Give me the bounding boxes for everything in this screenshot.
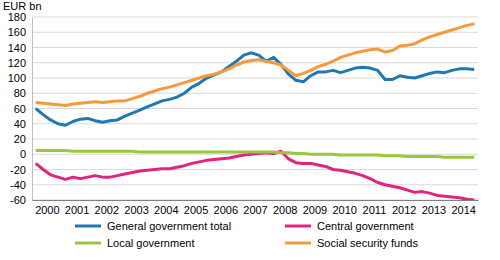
y-tick: 100 xyxy=(8,72,32,84)
chart-svg: -60-40-200204060801001201401601802000200… xyxy=(0,0,500,260)
y-tick: 40 xyxy=(14,118,32,130)
x-tick-label: 2014 xyxy=(451,204,475,216)
x-tick: 2009 xyxy=(303,200,327,216)
grid-line xyxy=(32,108,478,109)
x-tick: 2004 xyxy=(154,200,178,216)
y-tick: 0 xyxy=(20,148,32,160)
x-tick: 2010 xyxy=(332,200,356,216)
x-tick: 2012 xyxy=(392,200,416,216)
x-tick: 2001 xyxy=(65,200,89,216)
x-axis-line xyxy=(33,200,479,201)
y-tick: -20 xyxy=(10,164,32,176)
grid xyxy=(32,17,478,200)
x-tick-label: 2003 xyxy=(124,204,148,216)
x-tick: 2002 xyxy=(95,200,119,216)
legend-label: Social security funds xyxy=(317,237,418,249)
y-tick: -40 xyxy=(10,179,32,191)
y-tick: 120 xyxy=(8,57,32,69)
x-tick-label: 2005 xyxy=(184,204,208,216)
y-tick-label: 20 xyxy=(14,133,26,145)
legend-swatch xyxy=(285,242,311,245)
legend-swatch xyxy=(75,242,101,245)
y-axis: -60 -40 -20 0 20 40 60 80 100 120 140 160 180 xyxy=(8,11,33,206)
x-tick: 2005 xyxy=(184,200,208,216)
legend-label: General government total xyxy=(107,220,231,232)
x-tick: 2003 xyxy=(124,200,148,216)
plot-area: -60-40-200204060801001201401601802000200… xyxy=(8,11,479,216)
y-tick-label: 180 xyxy=(8,11,26,23)
grid-line xyxy=(32,62,478,63)
legend-item: General government total xyxy=(75,220,231,232)
y-tick-label: 160 xyxy=(8,26,26,38)
series-line xyxy=(36,53,475,125)
y-axis-title: EUR bn xyxy=(3,0,42,12)
y-tick-label: 100 xyxy=(8,72,26,84)
grid-line xyxy=(32,32,478,33)
legend-item: Social security funds xyxy=(285,237,418,249)
y-tick-label: 0 xyxy=(20,148,26,160)
y-axis-line xyxy=(32,18,33,201)
legend-label: Central government xyxy=(317,220,414,232)
y-tick-label: -20 xyxy=(10,164,26,176)
lines xyxy=(36,24,475,200)
y-tick-label: 40 xyxy=(14,118,26,130)
x-tick: 2008 xyxy=(273,200,297,216)
legend-swatch xyxy=(285,225,311,228)
x-tick: 2011 xyxy=(363,200,387,216)
y-tick: 140 xyxy=(8,42,32,54)
x-tick: 2000 xyxy=(35,200,59,216)
grid-line xyxy=(32,169,478,170)
grid-line xyxy=(32,200,478,201)
x-tick: 2014 xyxy=(451,200,475,216)
grid-line xyxy=(32,139,478,140)
y-tick-label: 140 xyxy=(8,42,26,54)
legend-item: Central government xyxy=(285,220,414,232)
grid-line xyxy=(32,47,478,48)
x-tick: 2007 xyxy=(243,200,267,216)
grid-line xyxy=(32,17,478,18)
y-tick: -60 xyxy=(10,194,32,206)
grid-line xyxy=(32,93,478,94)
y-tick: 20 xyxy=(14,133,32,145)
x-tick-label: 2012 xyxy=(392,204,416,216)
y-tick-label: -60 xyxy=(10,194,26,206)
y-tick-label: -40 xyxy=(10,179,26,191)
grid-line xyxy=(32,123,478,124)
grid-line xyxy=(32,184,478,185)
y-tick: 60 xyxy=(14,103,32,115)
series-line xyxy=(36,24,475,106)
x-tick-label: 2007 xyxy=(243,204,267,216)
x-tick-label: 2008 xyxy=(273,204,297,216)
x-axis: 2000 2001 2002 2003 2004 2005 2006 2007 2008 2009… xyxy=(33,200,479,216)
y-tick-label: 80 xyxy=(14,87,26,99)
x-tick-label: 2004 xyxy=(154,204,178,216)
y-tick: 160 xyxy=(8,26,32,38)
legend-swatch xyxy=(75,225,101,228)
x-tick: 2013 xyxy=(422,200,446,216)
legend-label: Local government xyxy=(107,237,194,249)
x-tick-label: 2013 xyxy=(422,204,446,216)
x-tick: 2006 xyxy=(214,200,238,216)
y-tick: 180 xyxy=(8,11,32,23)
y-tick-label: 120 xyxy=(8,57,26,69)
legend: General government total Central governme… xyxy=(75,220,418,249)
series-line xyxy=(36,151,475,200)
series-line xyxy=(36,150,475,157)
legend-item: Local government xyxy=(75,237,194,249)
y-tick-label: 60 xyxy=(14,103,26,115)
x-tick-label: 2009 xyxy=(303,204,327,216)
x-tick-label: 2000 xyxy=(35,204,59,216)
x-tick-label: 2011 xyxy=(363,204,387,216)
y-tick: 80 xyxy=(14,87,32,99)
x-tick-label: 2010 xyxy=(332,204,356,216)
x-tick-label: 2002 xyxy=(95,204,119,216)
x-tick-label: 2001 xyxy=(65,204,89,216)
x-tick-label: 2006 xyxy=(214,204,238,216)
chart-container: -60-40-200204060801001201401601802000200… xyxy=(0,0,500,260)
